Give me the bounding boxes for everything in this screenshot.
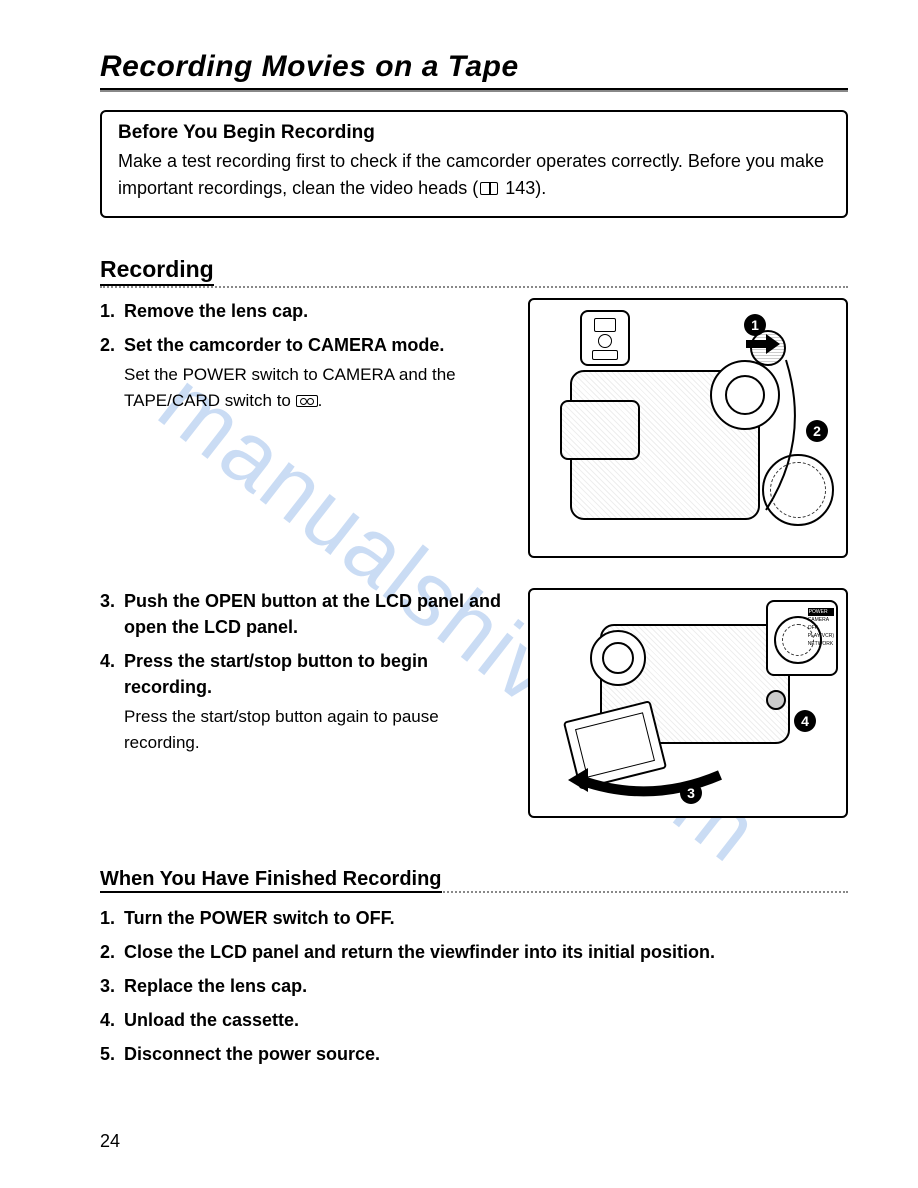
finished-heading: When You Have Finished Recording: [100, 868, 442, 893]
fig2-swing-arrow: [560, 750, 740, 810]
row-2: Push the OPEN button at the LCD panel an…: [100, 588, 848, 818]
finish-step-3: Replace the lens cap.: [100, 973, 848, 999]
step-3: Push the OPEN button at the LCD panel an…: [100, 588, 518, 640]
steps-col-a: Remove the lens cap. Set the camcorder t…: [100, 298, 518, 558]
finish-step-2-title: Close the LCD panel and return the viewf…: [124, 942, 715, 962]
title-rule: [100, 88, 848, 92]
step-1-title: Remove the lens cap.: [124, 301, 308, 321]
finish-step-5: Disconnect the power source.: [100, 1041, 848, 1067]
fig2-dial-inset: POWER CAMERA OFF PLAY(VCR) NETWORK: [766, 600, 838, 676]
fig1-callout: [580, 310, 630, 366]
figure-1: 1 2: [528, 298, 848, 558]
fig2-dial-labels: POWER CAMERA OFF PLAY(VCR) NETWORK: [808, 608, 834, 648]
callout-body: Make a test recording first to check if …: [118, 148, 830, 202]
fig1-badge-2: 2: [806, 420, 828, 442]
step-2-desc-1: Set the POWER switch to CAMERA and the T…: [124, 365, 456, 410]
step-2-desc: Set the POWER switch to CAMERA and the T…: [124, 362, 518, 413]
before-you-begin-box: Before You Begin Recording Make a test r…: [100, 110, 848, 218]
step-4-desc: Press the start/stop button again to pau…: [124, 704, 518, 755]
finish-step-5-title: Disconnect the power source.: [124, 1044, 380, 1064]
step-2-desc-2: .: [318, 391, 323, 410]
fig2-dial-label-3: PLAY(VCR): [808, 632, 834, 640]
page-title: Recording Movies on a Tape: [100, 50, 848, 84]
step-4: Press the start/stop button to begin rec…: [100, 648, 518, 755]
fig1-callout-rect: [594, 318, 616, 332]
fig2-dial-label-power: POWER: [808, 608, 834, 616]
step-3-title: Push the OPEN button at the LCD panel an…: [124, 591, 501, 637]
tape-icon: [296, 395, 318, 407]
steps-list-b: Push the OPEN button at the LCD panel an…: [100, 588, 518, 755]
recording-heading: Recording: [100, 256, 214, 286]
step-1: Remove the lens cap.: [100, 298, 518, 324]
finish-step-1-title: Turn the POWER switch to OFF.: [124, 908, 395, 928]
finish-step-3-title: Replace the lens cap.: [124, 976, 307, 996]
dotted-rule-1: [100, 286, 848, 288]
callout-page-ref: 143).: [500, 178, 546, 198]
book-icon: [480, 182, 498, 195]
fig2-badge-3: 3: [680, 782, 702, 804]
finish-step-4: Unload the cassette.: [100, 1007, 848, 1033]
figure-2: POWER CAMERA OFF PLAY(VCR) NETWORK 3 4: [528, 588, 848, 818]
fig2-dial-label-2: OFF: [808, 624, 834, 632]
callout-text-1: Make a test recording first to check if …: [118, 151, 824, 198]
fig2-startstop-button: [766, 690, 786, 710]
fig1-callout-tape: [592, 350, 618, 360]
steps-col-b: Push the OPEN button at the LCD panel an…: [100, 588, 518, 818]
fig1-arrow-1: [746, 330, 786, 360]
fig1-callout-circle: [598, 334, 612, 348]
step-4-title: Press the start/stop button to begin rec…: [124, 651, 428, 697]
step-2-title: Set the camcorder to CAMERA mode.: [124, 335, 444, 355]
fig2-badge-4: 4: [794, 710, 816, 732]
row-1: Remove the lens cap. Set the camcorder t…: [100, 298, 848, 558]
fig1-strap: [736, 340, 816, 520]
fig2-lens-inner: [602, 642, 634, 674]
finish-step-2: Close the LCD panel and return the viewf…: [100, 939, 848, 965]
finished-steps: Turn the POWER switch to OFF. Close the …: [100, 905, 848, 1067]
fig2-dial-label-4: NETWORK: [808, 640, 834, 648]
fig2-dial-label-1: CAMERA: [808, 616, 834, 624]
steps-list-a: Remove the lens cap. Set the camcorder t…: [100, 298, 518, 413]
step-2: Set the camcorder to CAMERA mode. Set th…: [100, 332, 518, 413]
fig1-viewfinder: [560, 400, 640, 460]
finish-step-1: Turn the POWER switch to OFF.: [100, 905, 848, 931]
finish-step-4-title: Unload the cassette.: [124, 1010, 299, 1030]
callout-heading: Before You Begin Recording: [118, 122, 830, 144]
page-number: 24: [100, 1131, 120, 1152]
